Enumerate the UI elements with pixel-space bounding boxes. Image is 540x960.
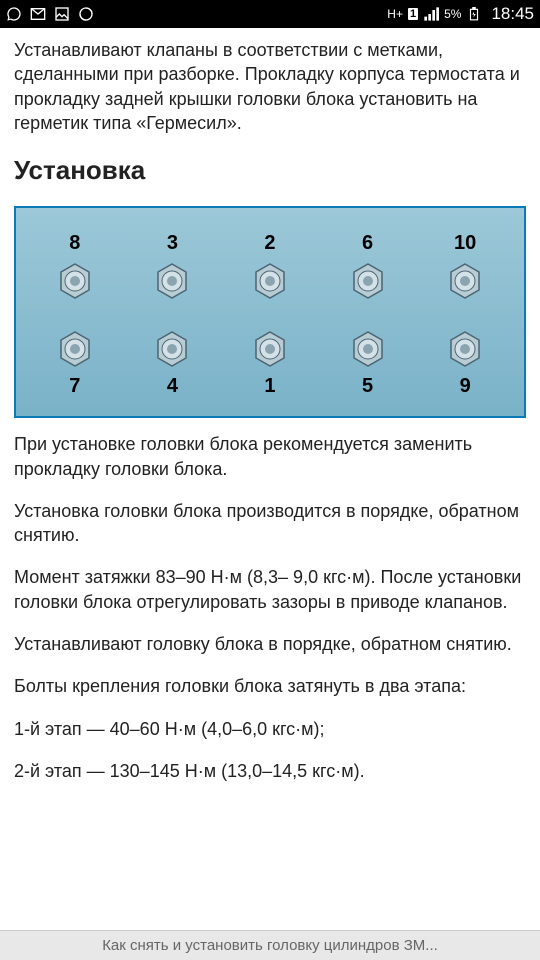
bolt-icon <box>445 261 485 301</box>
paragraph: 2-й этап — 130–145 Н·м (13,0–14,5 кгс·м)… <box>14 759 526 783</box>
bolt-icon <box>250 329 290 369</box>
image-icon <box>54 6 70 22</box>
bolt-icon <box>152 329 192 369</box>
whatsapp-icon <box>6 6 22 22</box>
bolt-label: 1 <box>264 373 275 400</box>
clock-label: 18:45 <box>491 4 534 24</box>
paragraph: Устанавливают головку блока в порядке, о… <box>14 632 526 656</box>
tab-title-bar[interactable]: Как снять и установить головку цилиндров… <box>0 930 540 960</box>
android-status-bar: H+ 1 5% 18:45 <box>0 0 540 28</box>
bolt-cell: 1 <box>221 329 319 400</box>
page-title-label: Как снять и установить головку цилиндров… <box>102 937 438 954</box>
bolt-icon <box>348 261 388 301</box>
bolt-label: 8 <box>69 230 80 257</box>
bolt-label: 5 <box>362 373 373 400</box>
status-right-icons: H+ 1 5% 18:45 <box>387 4 534 24</box>
bolt-label: 4 <box>167 373 178 400</box>
status-left-icons <box>6 6 94 22</box>
network-type-label: H+ <box>387 8 403 20</box>
article-content[interactable]: Устанавливают клапаны в соответствии с м… <box>0 28 540 811</box>
bolt-row-top: 8 3 2 6 10 <box>26 230 514 301</box>
paragraph: Момент затяжки 83–90 Н·м (8,3– 9,0 кгс·м… <box>14 565 526 614</box>
battery-charging-icon <box>466 6 482 22</box>
battery-pct-label: 5% <box>444 7 461 21</box>
bolt-label: 7 <box>69 373 80 400</box>
bolt-row-bottom: 7 4 1 5 9 <box>26 329 514 400</box>
bolt-label: 2 <box>264 230 275 257</box>
bolt-cell: 5 <box>319 329 417 400</box>
bolt-label: 6 <box>362 230 373 257</box>
bolt-icon <box>55 329 95 369</box>
bolt-cell: 3 <box>124 230 222 301</box>
bolt-icon <box>348 329 388 369</box>
paragraph: При установке головки блока рекомендуетс… <box>14 432 526 481</box>
bolt-cell: 10 <box>416 230 514 301</box>
bolt-cell: 9 <box>416 329 514 400</box>
section-heading: Установка <box>14 153 526 188</box>
bolt-icon <box>250 261 290 301</box>
signal-icon <box>423 6 439 22</box>
bolt-icon <box>55 261 95 301</box>
bolt-cell: 7 <box>26 329 124 400</box>
sync-icon <box>78 6 94 22</box>
bolt-label: 10 <box>454 230 476 257</box>
bolt-cell: 4 <box>124 329 222 400</box>
bolt-cell: 6 <box>319 230 417 301</box>
bolt-cell: 8 <box>26 230 124 301</box>
bolt-cell: 2 <box>221 230 319 301</box>
bolt-diagram: 8 3 2 6 10 7 4 1 5 9 <box>14 206 526 418</box>
paragraph: Установка головки блока производится в п… <box>14 499 526 548</box>
mail-icon <box>30 6 46 22</box>
paragraph: Болты крепления головки блока затянуть в… <box>14 674 526 698</box>
sim-badge: 1 <box>408 8 418 20</box>
bolt-icon <box>152 261 192 301</box>
bolt-icon <box>445 329 485 369</box>
bolt-label: 3 <box>167 230 178 257</box>
paragraph: 1-й этап — 40–60 Н·м (4,0–6,0 кгс·м); <box>14 717 526 741</box>
bolt-label: 9 <box>460 373 471 400</box>
intro-paragraph: Устанавливают клапаны в соответствии с м… <box>14 38 526 135</box>
